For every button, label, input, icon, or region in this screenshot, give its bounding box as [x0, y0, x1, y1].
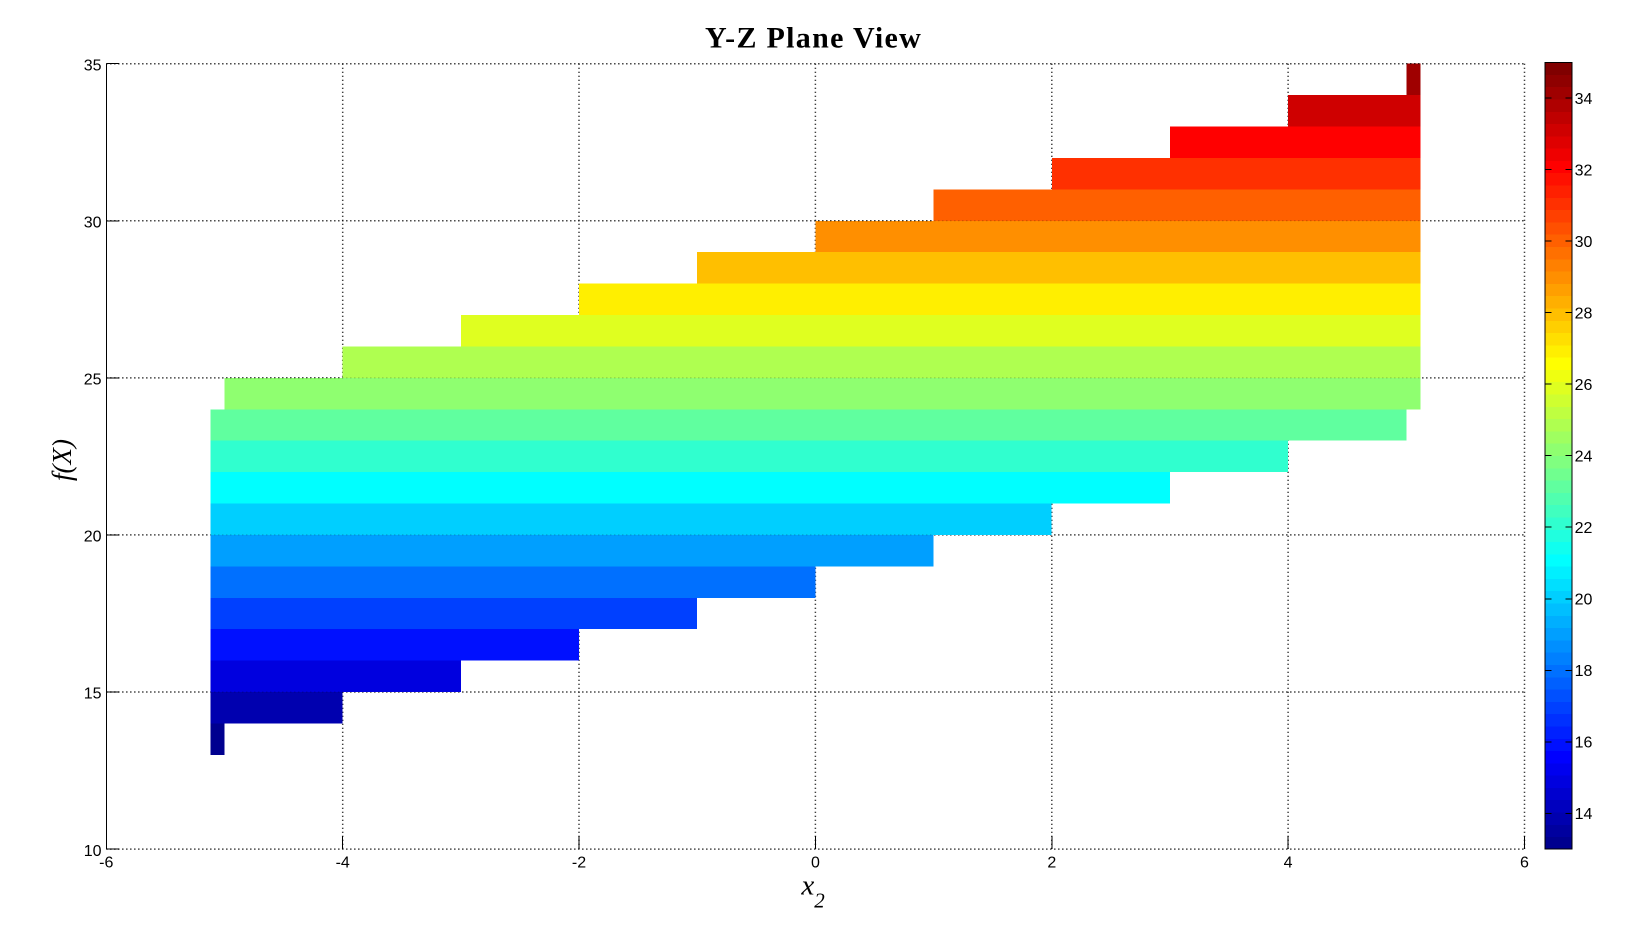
svg-text:32: 32 [1575, 162, 1593, 179]
svg-text:6: 6 [1520, 855, 1529, 872]
svg-text:10: 10 [84, 843, 102, 860]
svg-text:0: 0 [811, 855, 820, 872]
svg-text:-2: -2 [572, 855, 586, 872]
svg-text:30: 30 [1575, 234, 1593, 251]
svg-text:14: 14 [1575, 806, 1593, 823]
svg-text:22: 22 [1575, 520, 1593, 537]
svg-text:16: 16 [1575, 735, 1593, 752]
svg-text:20: 20 [84, 529, 102, 546]
svg-text:34: 34 [1575, 91, 1593, 108]
svg-text:28: 28 [1575, 305, 1593, 322]
svg-text:2: 2 [1047, 855, 1056, 872]
svg-text:f(X): f(X) [47, 439, 77, 481]
svg-text:-6: -6 [99, 855, 113, 872]
svg-text:30: 30 [84, 215, 102, 232]
svg-text:20: 20 [1575, 592, 1593, 609]
svg-text:25: 25 [84, 372, 102, 389]
svg-text:26: 26 [1575, 377, 1593, 394]
svg-text:4: 4 [1284, 855, 1293, 872]
svg-text:18: 18 [1575, 663, 1593, 680]
svg-text:-4: -4 [336, 855, 350, 872]
svg-text:15: 15 [84, 686, 102, 703]
svg-text:Y-Z Plane View: Y-Z Plane View [705, 22, 922, 55]
svg-text:35: 35 [84, 57, 102, 74]
svg-text:24: 24 [1575, 448, 1593, 465]
